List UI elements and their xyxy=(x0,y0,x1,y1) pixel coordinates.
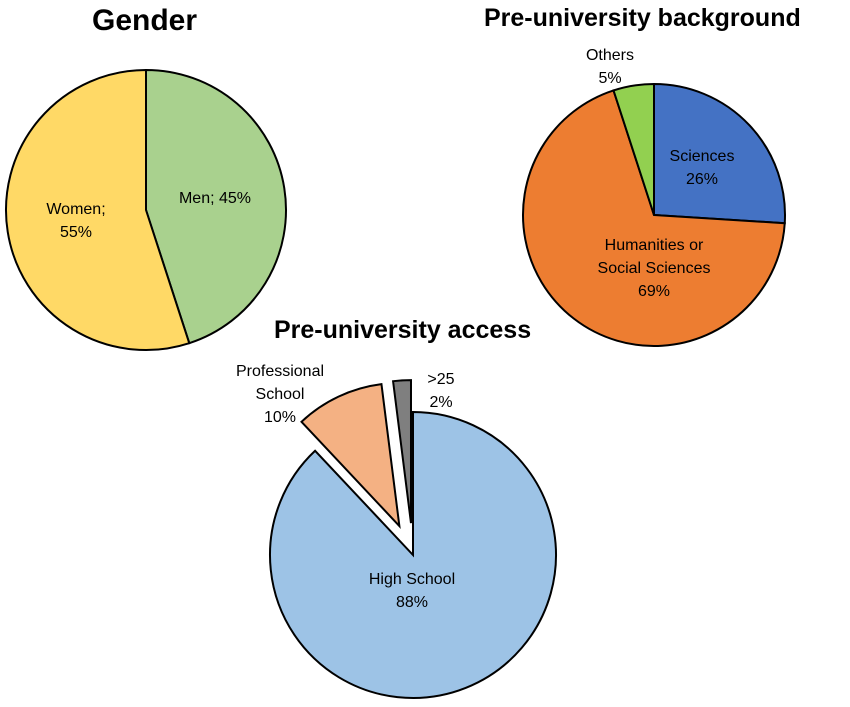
access-chart-title: Pre-university access xyxy=(274,316,532,344)
pie-slice-professional-school xyxy=(300,383,401,529)
pie-slice-high-school xyxy=(269,410,557,699)
pie-slice-others xyxy=(612,82,655,216)
pie-slice-25 xyxy=(391,379,412,524)
data-label-men: Men; 45% xyxy=(179,190,251,207)
background-chart-title: Pre-university background xyxy=(484,4,801,32)
data-label-others: Others 5% xyxy=(586,47,634,87)
access-pie: High School 88% Professional School 10% >25 2% xyxy=(236,363,557,699)
data-label-25: >25 2% xyxy=(427,371,454,411)
data-label-high-school: High School 88% xyxy=(369,571,455,611)
gender-pie: Men; 45% Women; 55% xyxy=(5,68,287,351)
pie-slice-humanities-or-social-sciences xyxy=(522,89,786,347)
data-label-humanities-or-social-sciences: Humanities or Social Sciences 69% xyxy=(598,237,711,300)
data-label-women: Women; 55% xyxy=(46,201,105,241)
gender-chart-title: Gender xyxy=(92,4,198,37)
data-label-professional-school: Professional School 10% xyxy=(236,363,324,426)
pie-slice-men xyxy=(145,68,287,345)
data-label-sciences: Sciences 26% xyxy=(670,148,735,188)
pie-slice-women xyxy=(5,68,191,351)
background-pie: Sciences 26% Humanities or Social Sciences 6… xyxy=(522,47,786,347)
pie-slice-sciences xyxy=(653,82,786,225)
